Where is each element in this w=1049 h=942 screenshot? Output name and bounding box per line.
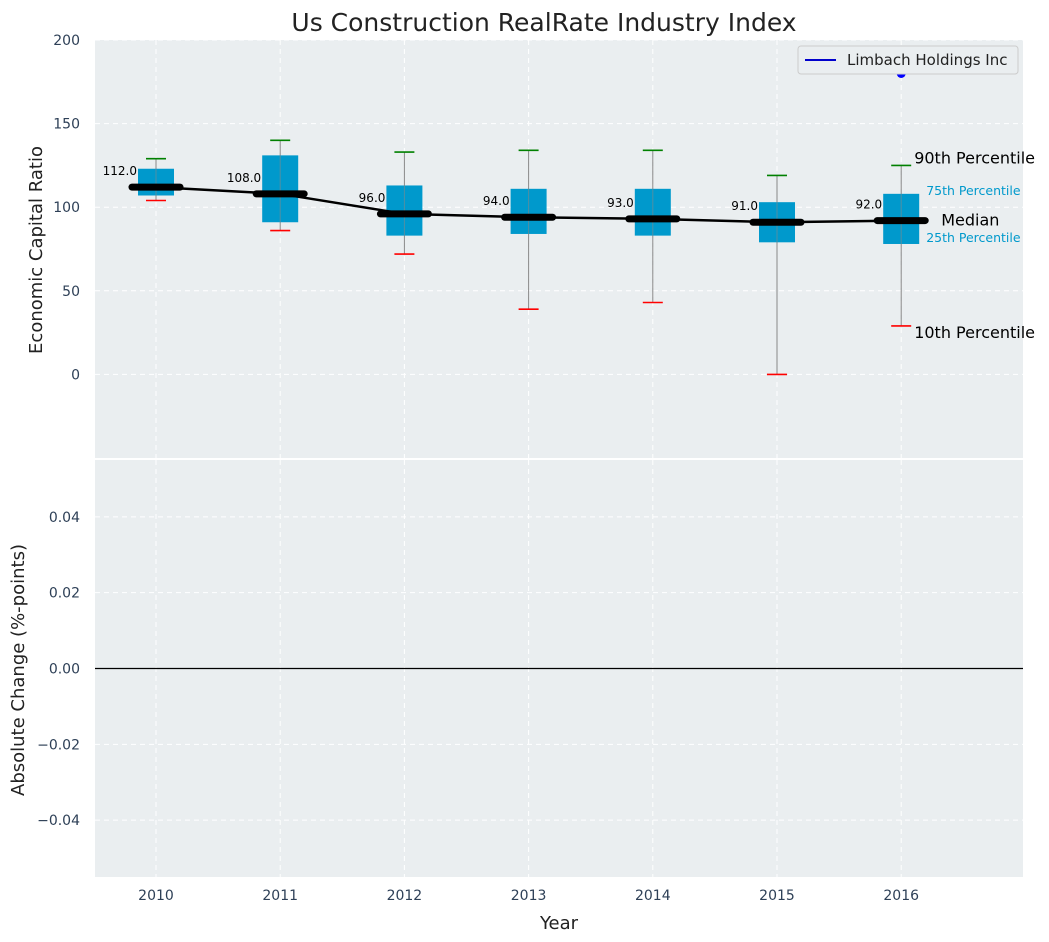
bottom-y-ticks: −0.04 −0.02 0.00 0.02 0.04 xyxy=(37,510,80,829)
top-panel: 0 50 100 150 200 112.0 108.0 96.0 94.0 93.0 91.0 9… xyxy=(26,33,1035,458)
x-tick-label: 2013 xyxy=(511,888,547,904)
x-tick-label: 2015 xyxy=(759,888,795,904)
bottom-y-tick-label: −0.02 xyxy=(37,737,80,753)
top-y-tick-label: 50 xyxy=(62,284,80,300)
bottom-y-tick-label: 0.02 xyxy=(49,586,80,602)
median-value-label: 96.0 xyxy=(359,191,386,205)
x-axis-label: Year xyxy=(539,913,579,934)
percentile-annotations: 90th Percentile 75th Percentile Median25th… xyxy=(914,148,1035,342)
median-value-labels: 112.0 108.0 96.0 94.0 93.0 91.0 92.0 xyxy=(103,164,883,213)
annotation-median: Median xyxy=(941,211,999,230)
chart-title: Us Construction RealRate Industry Index xyxy=(291,8,796,37)
top-y-tick-label: 200 xyxy=(53,33,80,49)
top-y-ticks: 0 50 100 150 200 xyxy=(53,33,80,383)
bottom-y-tick-label: 0.00 xyxy=(49,662,80,678)
median-value-label: 108.0 xyxy=(227,171,261,185)
median-value-label: 92.0 xyxy=(855,198,882,212)
annotation-p90: 90th Percentile xyxy=(914,148,1035,167)
x-tick-label: 2012 xyxy=(387,888,423,904)
bottom-y-axis-label: Absolute Change (%-points) xyxy=(8,544,29,796)
x-tick-label: 2014 xyxy=(635,888,671,904)
legend-label: Limbach Holdings Inc xyxy=(847,51,1007,69)
x-tick-label: 2011 xyxy=(262,888,298,904)
median-polyline xyxy=(155,185,902,224)
median-value-label: 91.0 xyxy=(731,199,758,213)
bottom-y-tick-label: 0.04 xyxy=(49,510,80,526)
median-trend-line xyxy=(155,185,902,224)
bottom-panel: −0.04−0.020.000.020.04 2010 2011 2012 2013 2… xyxy=(8,460,1023,934)
x-tick-label: 2016 xyxy=(883,888,919,904)
top-y-axis-label: Economic Capital Ratio xyxy=(26,146,47,354)
median-value-label: 94.0 xyxy=(483,194,510,208)
median-value-label: 112.0 xyxy=(103,164,137,178)
median-value-label: 93.0 xyxy=(607,196,634,210)
x-tick-label: 2010 xyxy=(138,888,174,904)
legend: Limbach Holdings Inc xyxy=(797,45,1019,75)
annotation-p10: 10th Percentile xyxy=(914,323,1035,342)
top-y-tick-label: 150 xyxy=(53,117,80,133)
top-y-tick-label: 0 xyxy=(71,367,80,383)
bottom-y-tick-label: −0.04 xyxy=(37,813,80,829)
legend-box xyxy=(797,45,1019,75)
top-y-tick-label: 100 xyxy=(53,200,80,216)
top-panel-background xyxy=(95,40,1023,458)
x-ticks: 2010 2011 2012 2013 2014 2015 2016 xyxy=(138,888,919,904)
annotation-p75: 75th Percentile xyxy=(926,183,1021,198)
annotation-p25: 25th Percentile xyxy=(926,230,1021,245)
